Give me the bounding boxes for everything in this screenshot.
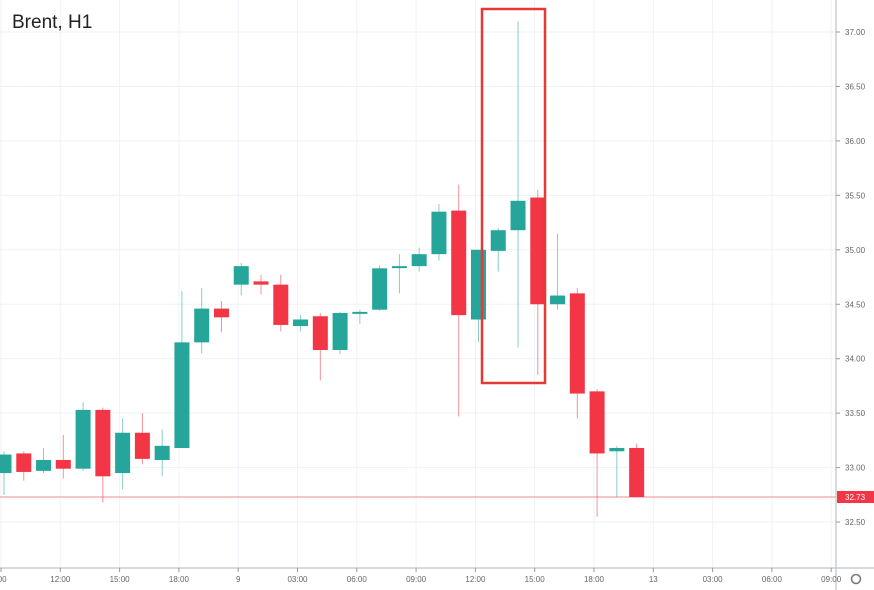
last-price-tag: 32.73 bbox=[837, 491, 874, 504]
price-tick-label: 32.50 bbox=[845, 518, 866, 527]
candle[interactable] bbox=[510, 21, 526, 348]
settings-gear-icon[interactable] bbox=[849, 572, 863, 586]
candle[interactable] bbox=[312, 312, 328, 381]
time-tick-label: 15:00 bbox=[525, 575, 546, 584]
candle[interactable] bbox=[589, 389, 605, 517]
candle[interactable] bbox=[233, 262, 249, 296]
candle[interactable] bbox=[95, 407, 111, 503]
candle[interactable] bbox=[550, 233, 566, 310]
candle[interactable] bbox=[372, 265, 388, 311]
price-tick-label: 33.00 bbox=[845, 464, 866, 473]
candle[interactable] bbox=[451, 184, 467, 417]
candle[interactable] bbox=[629, 443, 645, 498]
time-tick-label: 12:00 bbox=[465, 575, 486, 584]
candle[interactable] bbox=[36, 447, 52, 474]
candle[interactable] bbox=[293, 315, 309, 332]
price-tick-label: 33.50 bbox=[845, 409, 866, 418]
price-axis[interactable]: 37.00 36.50 36.00 35.50 35.00 34.50 34.00 33.50… bbox=[836, 28, 866, 527]
price-tick-label: 34.50 bbox=[845, 300, 866, 309]
candle[interactable] bbox=[253, 274, 269, 295]
candle[interactable] bbox=[213, 300, 229, 333]
time-tick-label: 09:00 bbox=[406, 575, 427, 584]
candles bbox=[0, 21, 645, 517]
price-tick-label: 35.00 bbox=[845, 246, 866, 255]
candle[interactable] bbox=[411, 247, 427, 272]
time-tick-label: 06:00 bbox=[347, 575, 368, 584]
time-tick-label: :00 bbox=[0, 575, 7, 584]
time-tick-label: 18:00 bbox=[169, 575, 190, 584]
candle[interactable] bbox=[391, 254, 407, 294]
candle[interactable] bbox=[490, 228, 506, 272]
time-tick-label: 13 bbox=[649, 575, 658, 584]
price-tick-label: 37.00 bbox=[845, 28, 866, 37]
time-tick-label: 06:00 bbox=[762, 575, 783, 584]
candle[interactable] bbox=[16, 451, 32, 481]
grid-lines bbox=[0, 0, 836, 568]
candle[interactable] bbox=[115, 418, 131, 490]
candle[interactable] bbox=[530, 189, 546, 376]
time-tick-label: 12:00 bbox=[50, 575, 71, 584]
candle[interactable] bbox=[273, 274, 289, 332]
candle[interactable] bbox=[75, 402, 91, 471]
time-tick-label: 18:00 bbox=[584, 575, 605, 584]
last-price-label: 32.73 bbox=[845, 493, 866, 502]
time-tick-label: 03:00 bbox=[287, 575, 308, 584]
price-tick-label: 36.50 bbox=[845, 82, 866, 91]
symbol-title: Brent, H1 bbox=[12, 12, 93, 33]
time-tick-label: 09:00 bbox=[821, 575, 842, 584]
candle[interactable] bbox=[470, 249, 486, 343]
time-tick-label: 03:00 bbox=[703, 575, 724, 584]
candle[interactable] bbox=[609, 445, 625, 498]
candle[interactable] bbox=[352, 309, 368, 324]
candle[interactable] bbox=[55, 434, 71, 479]
candle[interactable] bbox=[569, 287, 585, 419]
price-tick-label: 36.00 bbox=[845, 137, 866, 146]
candle[interactable] bbox=[154, 429, 170, 477]
price-tick-label: 35.50 bbox=[845, 191, 866, 200]
candle[interactable] bbox=[0, 451, 12, 495]
highlight-box bbox=[480, 7, 547, 385]
time-tick-label: 15:00 bbox=[110, 575, 131, 584]
time-axis[interactable]: :00 12:00 15:00 18:00 9 03:00 06:00 09:00 12:00 1… bbox=[0, 568, 842, 584]
candle[interactable] bbox=[134, 413, 150, 465]
candle[interactable] bbox=[332, 311, 348, 355]
candle[interactable] bbox=[194, 287, 210, 354]
candle[interactable] bbox=[174, 291, 190, 448]
time-tick-label: 9 bbox=[236, 575, 241, 584]
candle[interactable] bbox=[431, 204, 447, 261]
price-tick-label: 34.00 bbox=[845, 355, 866, 364]
